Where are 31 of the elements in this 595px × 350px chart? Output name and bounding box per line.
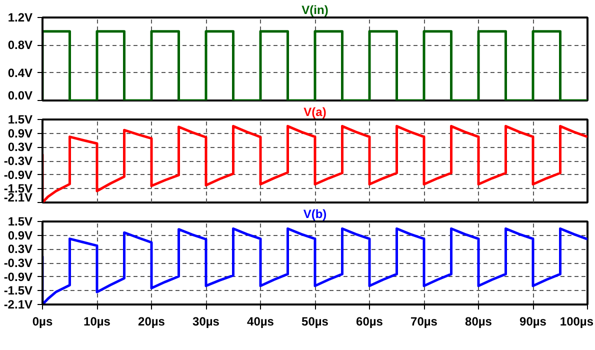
y-tick-label: -2.1V	[4, 298, 33, 312]
chart-title: V(in)	[302, 3, 328, 17]
y-tick-label: 0.3V	[8, 242, 32, 256]
y-tick-label: 1.5V	[8, 214, 32, 228]
x-tick-label: 10µs	[84, 314, 111, 328]
y-tick-label: 0.3V	[8, 140, 32, 154]
chart-title: V(b)	[303, 207, 327, 221]
y-tick-label: 1.2V	[8, 10, 32, 24]
x-tick-label: 20µs	[138, 314, 166, 328]
y-tick-label: 1.5V	[8, 112, 32, 126]
x-tick-label: 70µs	[410, 314, 438, 328]
x-tick-label: 80µs	[465, 314, 492, 328]
y-tick-label: -0.3V	[4, 256, 33, 270]
x-tick-label: 50µs	[302, 314, 329, 328]
x-tick-label: 60µs	[356, 314, 384, 328]
y-tick-label: 0.9V	[8, 228, 32, 242]
y-tick-label: -0.9V	[4, 270, 33, 284]
line-series	[42, 124, 588, 202]
x-tick-label: 90µs	[520, 314, 547, 328]
chart-title: V(a)	[304, 105, 326, 119]
y-tick-label: 0.0V	[8, 88, 32, 102]
y-tick-label: -0.3V	[4, 154, 33, 168]
x-tick-label: 40µs	[247, 314, 274, 328]
x-tick-label: 0µs	[32, 314, 53, 328]
y-tick-label: -1.5V	[4, 284, 33, 298]
y-tick-label: -0.9V	[4, 168, 33, 182]
x-tick-label: 30µs	[192, 314, 220, 328]
y-tick-label: 0.8V	[8, 38, 32, 52]
y-tick-label: 0.4V	[8, 66, 32, 80]
y-tick-label: 0.9V	[8, 126, 32, 140]
x-tick-label: 100µs	[560, 314, 594, 328]
